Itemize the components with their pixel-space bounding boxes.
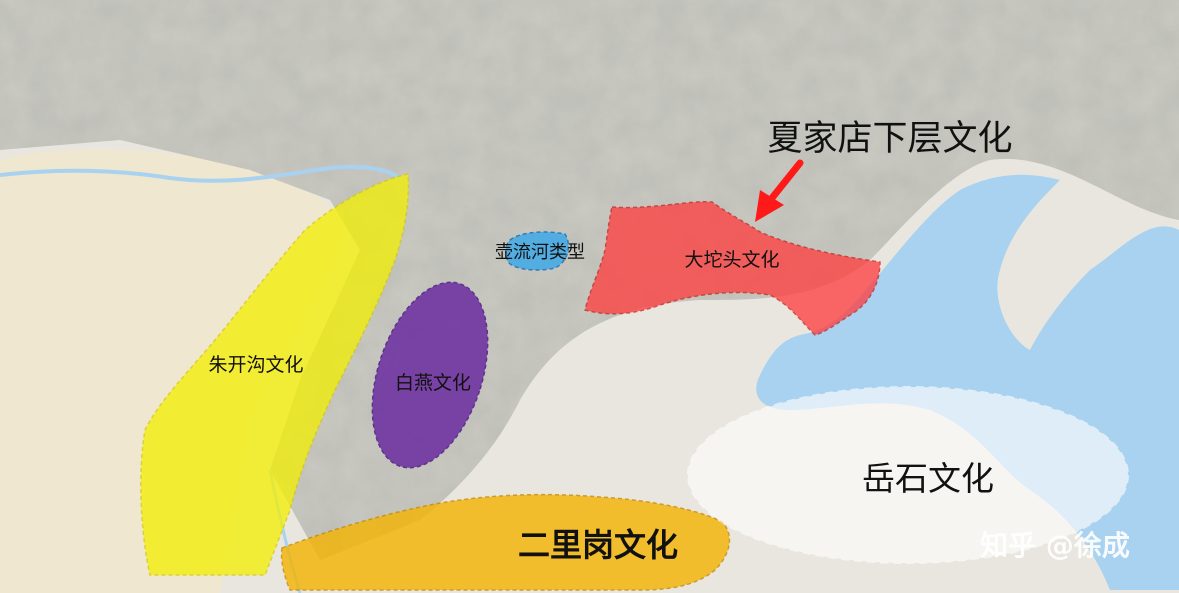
region-yueshi-culture[interactable]	[687, 386, 1129, 564]
arrow-icon	[755, 159, 804, 222]
label-zhukaigou: 朱开沟文化	[208, 354, 303, 376]
label-baiyan: 白燕文化	[395, 372, 471, 394]
region-zhukaigou-culture[interactable]	[140, 173, 410, 576]
label-huliuhe: 壶流河类型	[495, 242, 585, 263]
label-erligang: 二里岗文化	[518, 526, 678, 564]
region-erligang-culture[interactable]	[280, 493, 731, 591]
watermark: 知乎 @徐成	[980, 529, 1130, 562]
yellow-river	[0, 164, 402, 183]
region-datuotou-culture[interactable]	[584, 200, 881, 336]
label-xiajiadian-lower: 夏家店下层文化	[767, 119, 1012, 159]
region-huliuhe-type[interactable]	[505, 231, 570, 271]
label-yueshi: 岳石文化	[862, 459, 994, 498]
region-baiyan-culture[interactable]	[351, 268, 509, 483]
label-datuotou: 大坨头文化	[684, 249, 779, 271]
plateau-area	[0, 149, 350, 593]
